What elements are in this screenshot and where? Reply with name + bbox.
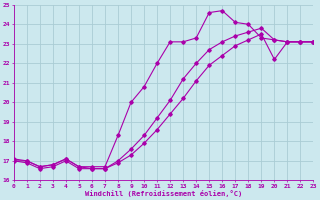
X-axis label: Windchill (Refroidissement éolien,°C): Windchill (Refroidissement éolien,°C) — [85, 190, 242, 197]
